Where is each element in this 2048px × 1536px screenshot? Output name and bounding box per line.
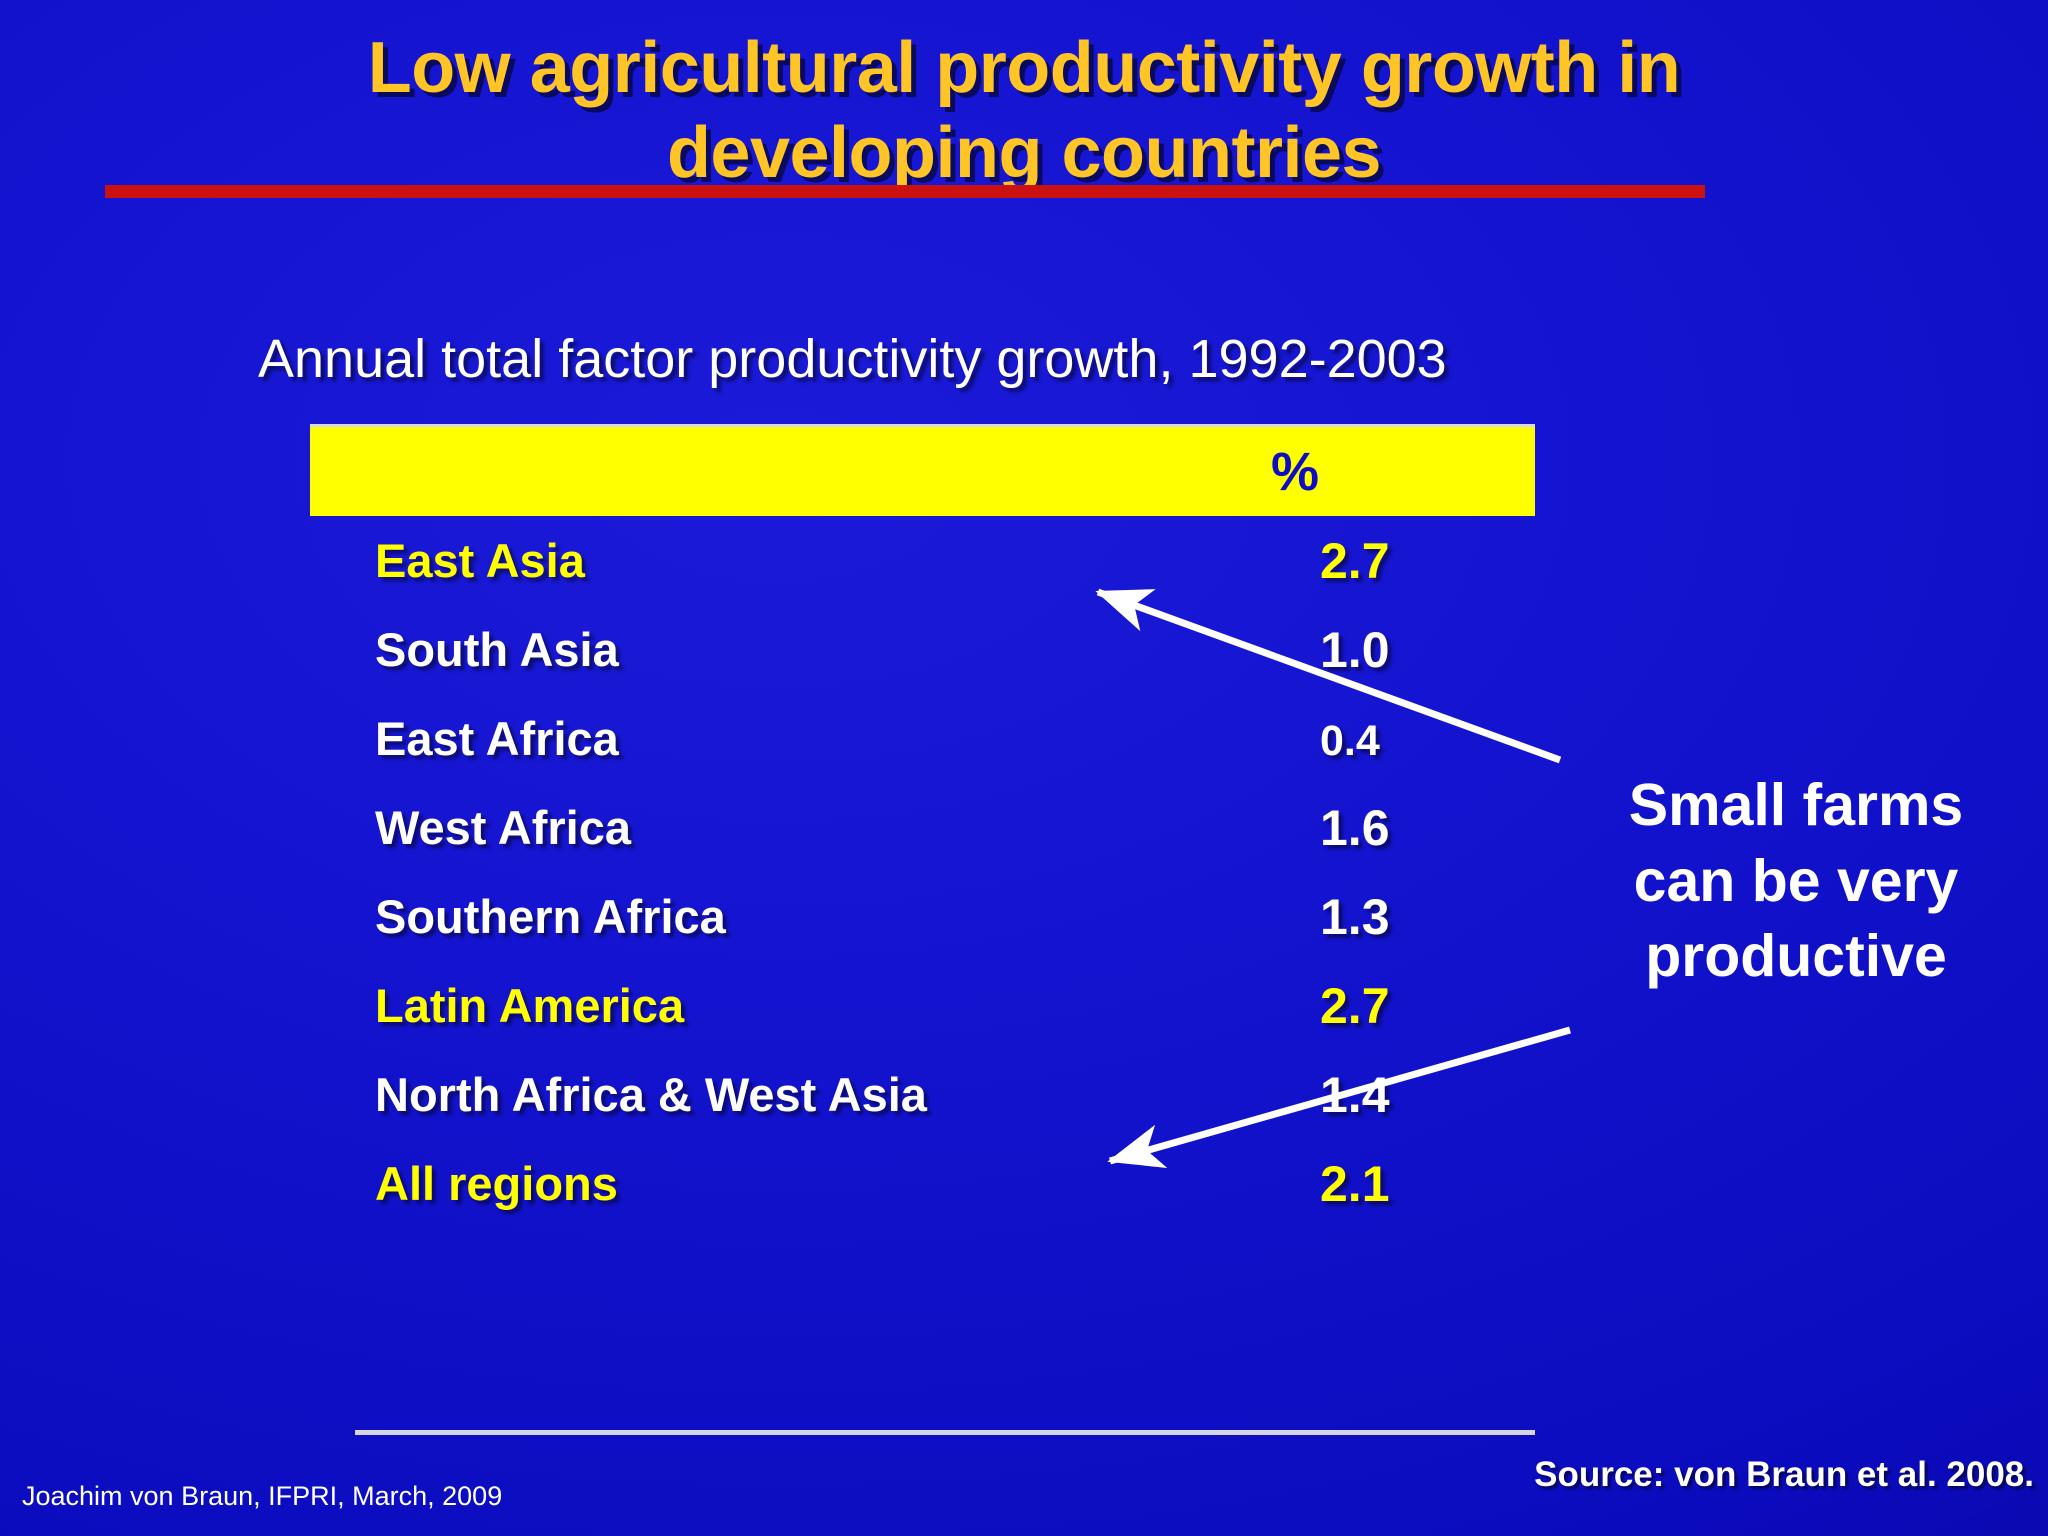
row-label: East Asia (375, 534, 585, 587)
annotation-text: Small farms can be very productive (1546, 768, 2046, 995)
row-value: 2.1 (1320, 1155, 1390, 1212)
row-label: West Africa (375, 801, 631, 854)
table-row: Latin America 2.7 (310, 961, 1535, 1050)
row-value: 0.4 (1320, 717, 1380, 765)
table-row: Southern Africa 1.3 (310, 872, 1535, 961)
row-value: 1.0 (1320, 621, 1390, 678)
table-body: East Asia 2.7 South Asia 1.0 East Africa… (310, 516, 1535, 1435)
table-row: West Africa 1.6 (310, 783, 1535, 872)
row-value: 1.3 (1320, 888, 1390, 945)
title-divider (105, 185, 1705, 198)
row-label: North Africa & West Asia (375, 1068, 927, 1121)
author-credit: Joachim von Braun, IFPRI, March, 2009 (22, 1481, 503, 1511)
subtitle: Annual total factor productivity growth,… (258, 329, 1447, 389)
productivity-table: % East Asia 2.7 South Asia 1.0 East Afri… (310, 424, 1535, 1435)
row-value: 2.7 (1320, 977, 1390, 1034)
table-row: South Asia 1.0 (310, 605, 1535, 694)
column-header-percent: % (1270, 441, 1319, 502)
title-line-1: Low agricultural productivity growth in (367, 28, 1681, 108)
table-row: North Africa & West Asia 1.4 (310, 1050, 1535, 1139)
page-title: Low agricultural productivity growth in … (90, 26, 1958, 196)
table-header-bar: % (310, 424, 1535, 516)
row-label: East Africa (375, 712, 619, 765)
row-value: 2.7 (1320, 532, 1390, 589)
table-row: All regions 2.1 (310, 1139, 1535, 1228)
title-line-2: developing countries (666, 112, 1382, 193)
row-label: South Asia (375, 623, 619, 676)
source-citation: Source: von Braun et al. 2008. (1534, 1455, 2034, 1494)
row-label: Southern Africa (375, 890, 726, 943)
table-row: East Africa 0.4 (310, 694, 1535, 783)
row-label: All regions (375, 1157, 618, 1210)
annotation-line-1: Small farms (1628, 772, 1964, 838)
table-row: East Asia 2.7 (310, 516, 1535, 605)
annotation-line-2: can be very (1633, 847, 1959, 914)
row-label: Latin America (375, 979, 685, 1032)
row-value: 1.6 (1320, 799, 1390, 856)
annotation-line-3: productive (1645, 923, 1947, 990)
row-value: 1.4 (1320, 1066, 1390, 1123)
table-bottom-divider (355, 1430, 1535, 1435)
